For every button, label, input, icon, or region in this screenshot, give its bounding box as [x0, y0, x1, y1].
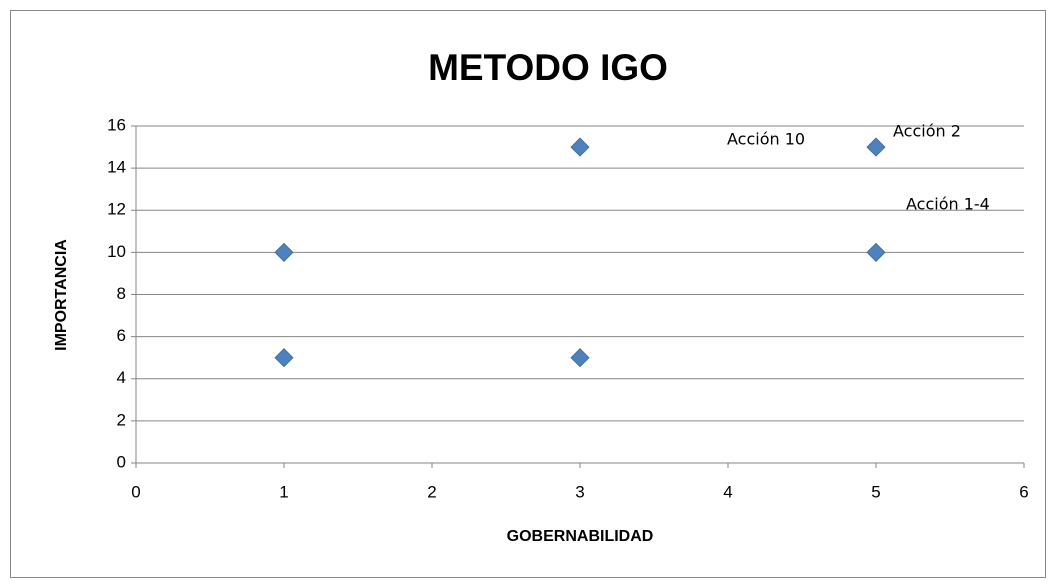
y-tick-label: 16	[107, 115, 126, 134]
y-axis-title: IMPORTANCIA	[53, 239, 70, 351]
y-tick-label: 4	[117, 368, 126, 387]
x-tick-label: 0	[131, 482, 140, 501]
chart-title: METODO IGO	[428, 47, 668, 88]
x-tick-label: 5	[871, 482, 880, 501]
x-axis-title: GOBERNABILIDAD	[507, 528, 654, 545]
y-tick-label: 10	[107, 242, 126, 261]
annotation: Acción 10	[727, 130, 805, 149]
y-tick-label: 6	[117, 326, 126, 345]
y-tick-label: 14	[107, 158, 126, 177]
y-tick-label: 0	[117, 452, 126, 471]
y-tick-label: 12	[107, 200, 126, 219]
point	[274, 242, 294, 262]
point	[274, 348, 294, 368]
x-tick-label: 6	[1019, 482, 1028, 501]
x-tick-label: 3	[575, 482, 584, 501]
point	[570, 137, 590, 157]
x-tick-label: 1	[279, 482, 288, 501]
annotation: Acción 1-4	[906, 195, 990, 214]
y-tick-label: 2	[117, 410, 126, 429]
x-tick-label: 4	[723, 482, 732, 501]
point	[570, 348, 590, 368]
annotation: Acción 2	[893, 122, 961, 141]
y-tick-label: 8	[117, 284, 126, 303]
point	[866, 242, 886, 262]
x-tick-label: 2	[427, 482, 436, 501]
point	[866, 137, 886, 157]
